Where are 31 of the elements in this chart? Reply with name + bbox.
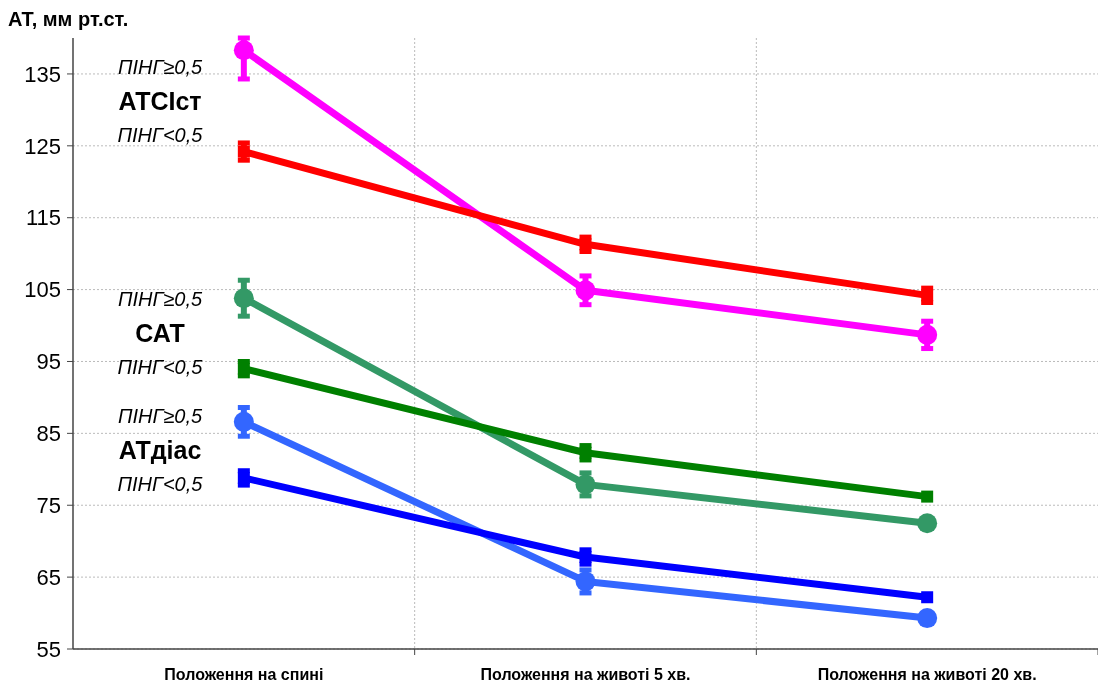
series-label: ПІНГ≥0,5 bbox=[117, 404, 203, 427]
series-label: ПІНГ≥0,5 bbox=[117, 55, 203, 78]
point bbox=[233, 411, 254, 432]
point bbox=[917, 324, 938, 345]
series-label: ПІНГ<0,5 bbox=[117, 123, 204, 146]
series-label: ПІНГ<0,5 bbox=[117, 356, 204, 379]
y-tick-label: 55 bbox=[36, 636, 61, 662]
point bbox=[575, 280, 596, 301]
annotation: АТСІст bbox=[118, 86, 202, 115]
y-tick-label: 105 bbox=[24, 277, 61, 303]
annotation: АТдіас bbox=[118, 435, 202, 464]
y-tick-label: 125 bbox=[24, 133, 61, 159]
y-tick-label: 115 bbox=[25, 205, 61, 231]
point bbox=[917, 608, 938, 629]
y-tick-label: 85 bbox=[36, 421, 61, 447]
series-label: ПІНГ≥0,5 bbox=[117, 288, 203, 311]
y-tick-label: 65 bbox=[36, 564, 61, 590]
x-tick-label: Положення на животі 20 хв. bbox=[817, 666, 1037, 683]
series-label: ПІНГ<0,5 bbox=[117, 472, 204, 495]
y-tick-label: 135 bbox=[24, 61, 61, 87]
point bbox=[921, 591, 934, 604]
y-tick-label: 75 bbox=[36, 492, 61, 518]
y-axis-title: АТ, мм рт.ст. bbox=[8, 8, 129, 30]
point bbox=[233, 40, 254, 61]
point bbox=[921, 490, 934, 503]
x-tick-label: Положення на спині bbox=[164, 666, 324, 683]
point bbox=[917, 513, 938, 534]
point bbox=[233, 288, 254, 309]
annotation: САТ bbox=[135, 319, 185, 348]
y-tick-label: 95 bbox=[36, 349, 61, 375]
x-tick-label: Положення на животі 5 хв. bbox=[480, 666, 691, 683]
